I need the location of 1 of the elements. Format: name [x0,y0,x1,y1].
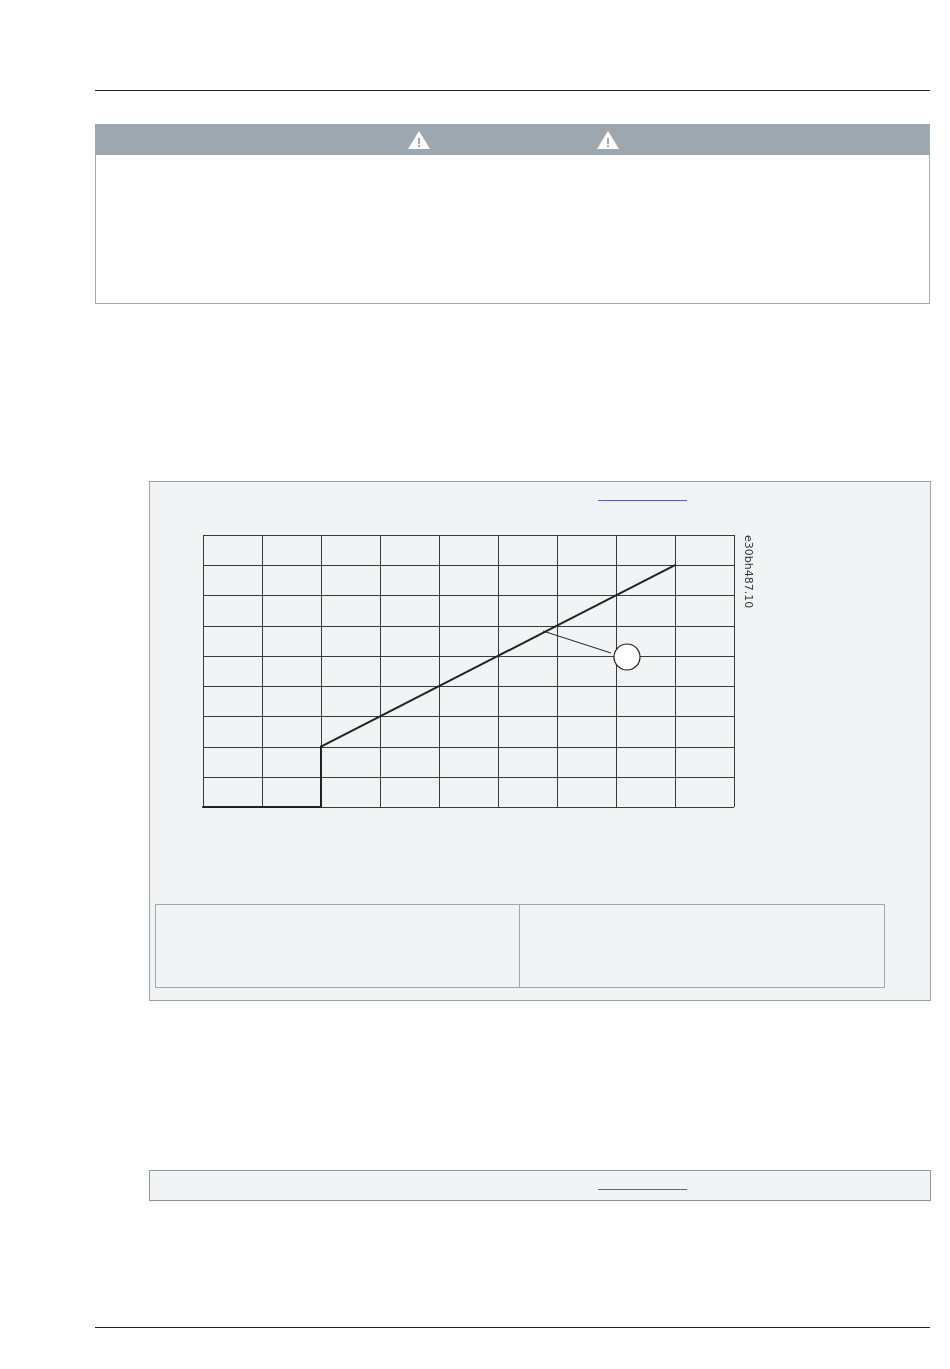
text: e30bh487.10 [741,535,755,609]
